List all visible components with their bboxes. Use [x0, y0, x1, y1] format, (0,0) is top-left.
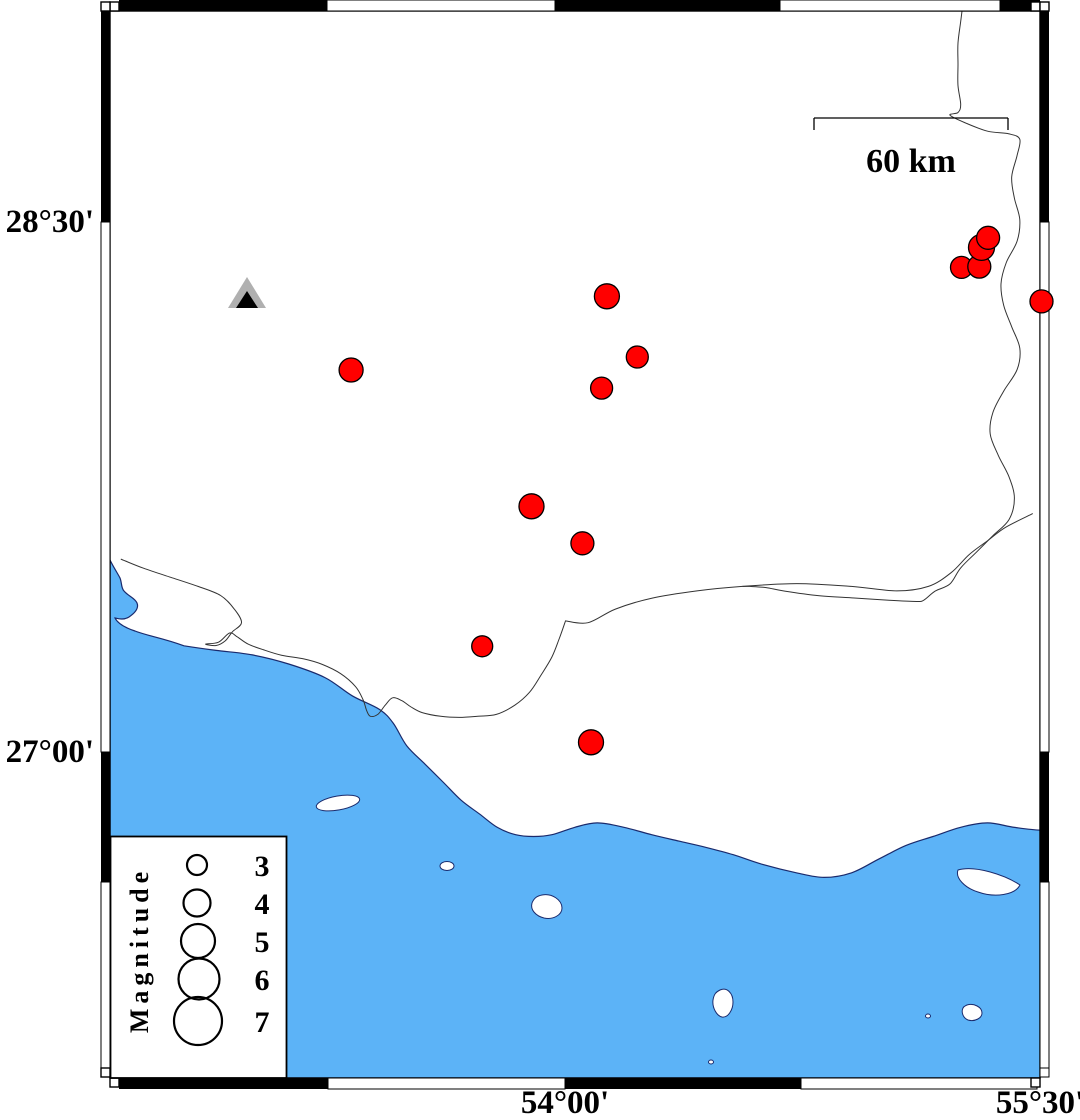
svg-text:60 km: 60 km — [866, 143, 956, 180]
svg-text:7: 7 — [255, 1006, 270, 1039]
svg-text:27°00': 27°00' — [6, 734, 94, 770]
svg-text:Magnitude: Magnitude — [125, 867, 154, 1033]
svg-text:55°30': 55°30' — [996, 1085, 1080, 1120]
svg-text:5: 5 — [255, 926, 270, 959]
svg-text:28°30': 28°30' — [6, 204, 94, 240]
svg-text:4: 4 — [255, 888, 270, 921]
svg-text:6: 6 — [255, 964, 270, 997]
svg-text:3: 3 — [255, 850, 270, 883]
svg-text:54°00': 54°00' — [521, 1085, 609, 1120]
